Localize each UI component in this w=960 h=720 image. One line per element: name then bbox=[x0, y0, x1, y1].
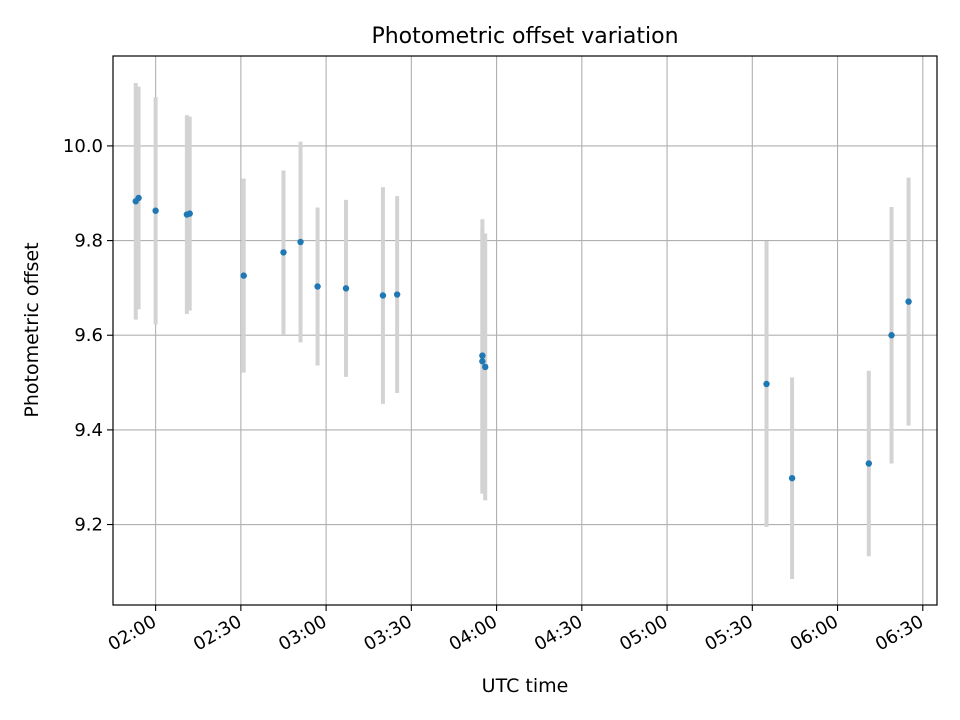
data-point bbox=[240, 272, 247, 279]
y-tick-label: 9.8 bbox=[74, 231, 103, 252]
x-tick-label: 03:30 bbox=[360, 611, 415, 655]
error-bars bbox=[133, 82, 911, 579]
data-point bbox=[865, 460, 873, 467]
data-point bbox=[393, 291, 401, 298]
y-axis-ticks: 9.2 9.4 9.6 9.8 10.0 bbox=[63, 136, 113, 536]
data-point bbox=[888, 332, 895, 339]
data-point bbox=[314, 283, 321, 290]
chart-title: Photometric offset variation bbox=[371, 24, 678, 49]
y-axis-label: Photometric offset bbox=[21, 242, 43, 417]
data-point bbox=[479, 352, 486, 359]
x-tick-label: 06:30 bbox=[872, 611, 927, 655]
x-tick-label: 03:00 bbox=[275, 611, 330, 655]
x-tick-label: 04:00 bbox=[446, 611, 501, 655]
data-point bbox=[482, 363, 489, 371]
grid bbox=[113, 56, 937, 605]
data-point bbox=[342, 285, 350, 292]
x-tick-label: 05:00 bbox=[616, 611, 671, 655]
data-point bbox=[379, 292, 387, 299]
x-tick-label: 02:00 bbox=[105, 611, 160, 655]
y-tick-label: 9.4 bbox=[74, 420, 103, 441]
data-point bbox=[280, 249, 287, 256]
x-tick-label: 02:30 bbox=[190, 611, 245, 655]
x-axis-label: UTC time bbox=[482, 675, 569, 697]
x-tick-label: 04:30 bbox=[531, 611, 586, 655]
data-point bbox=[479, 358, 486, 365]
data-point bbox=[297, 238, 304, 246]
x-axis-ticks: 02:00 02:30 03:00 03:30 04:00 04:30 05:00 05:30… bbox=[105, 605, 927, 655]
y-tick-label: 10.0 bbox=[63, 136, 103, 157]
data-point bbox=[152, 207, 159, 214]
data-point bbox=[135, 194, 142, 202]
data-point bbox=[905, 298, 912, 305]
y-tick-label: 9.2 bbox=[74, 515, 103, 536]
plot-frame bbox=[112, 55, 938, 606]
data-point bbox=[186, 210, 193, 217]
data-point bbox=[788, 474, 796, 482]
y-tick-label: 9.6 bbox=[74, 325, 103, 346]
x-tick-label: 05:30 bbox=[701, 611, 756, 655]
data-points bbox=[132, 194, 912, 482]
data-point bbox=[763, 380, 770, 388]
x-tick-label: 06:00 bbox=[787, 611, 842, 655]
